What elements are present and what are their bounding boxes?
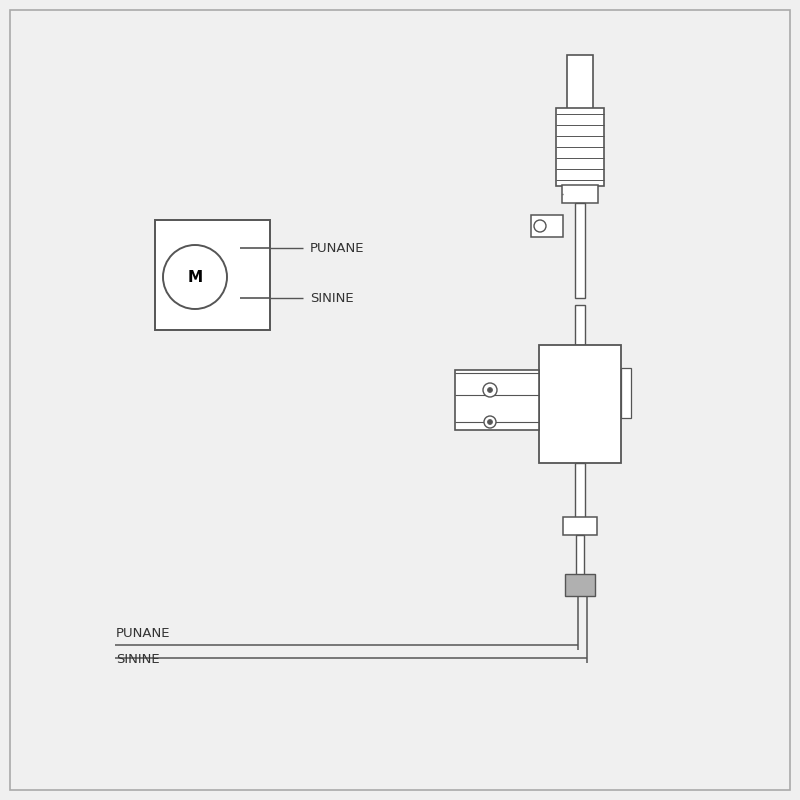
Circle shape [534,220,546,232]
Circle shape [483,383,497,397]
Bar [531,215,563,237]
Bar [576,535,584,575]
Bar [575,463,585,518]
Bar [565,574,595,596]
Bar [562,185,598,203]
Text: PUNANE: PUNANE [116,627,170,640]
Bar [539,345,621,463]
Text: SININE: SININE [310,291,354,305]
Circle shape [487,419,493,425]
Circle shape [487,387,493,393]
Circle shape [163,245,227,309]
Bar [621,368,631,418]
Bar [455,370,539,430]
Text: SININE: SININE [116,653,160,666]
Bar [155,220,270,330]
Text: M: M [187,270,202,285]
Text: PUNANE: PUNANE [310,242,365,254]
Circle shape [484,416,496,428]
Bar [575,305,585,345]
Bar [556,108,604,186]
Bar [575,203,585,298]
Bar [563,517,597,535]
Bar [567,55,593,110]
